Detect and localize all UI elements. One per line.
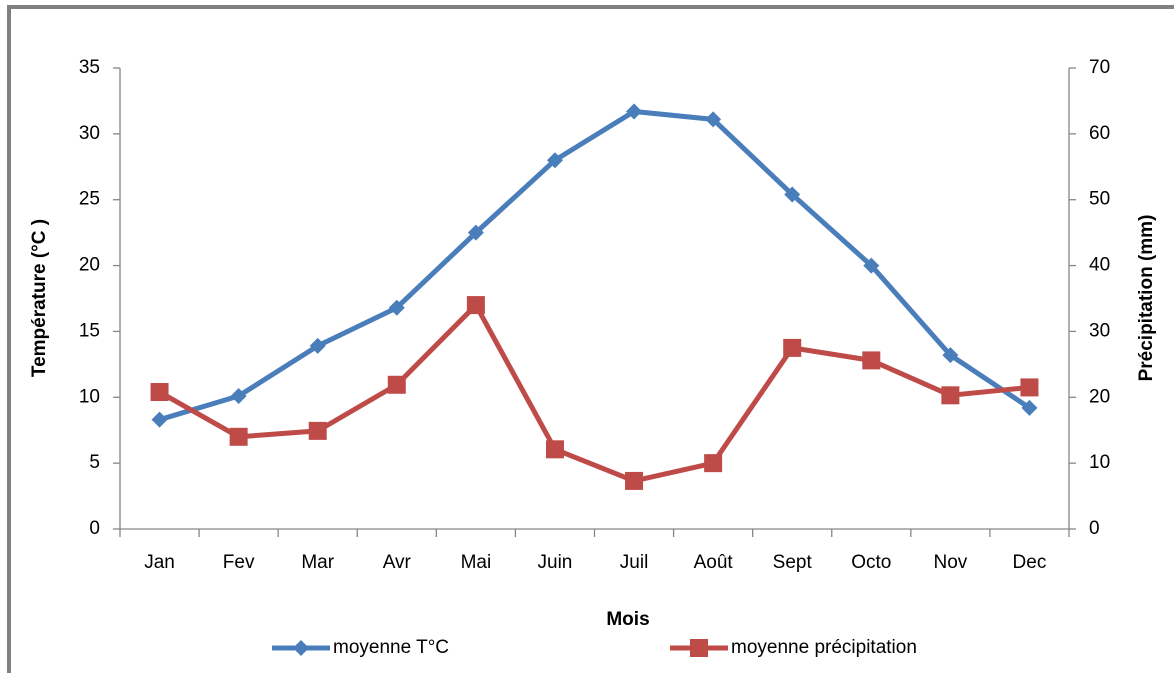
data-point xyxy=(546,152,563,169)
x-tick-label: Août xyxy=(694,552,734,573)
data-point xyxy=(387,375,406,394)
x-tick-label: Fev xyxy=(223,552,255,573)
x-tick-label: Juin xyxy=(538,552,573,573)
data-point xyxy=(705,111,722,128)
y2-tick-label: 50 xyxy=(1089,189,1110,210)
x-tick-label: Juil xyxy=(620,552,649,573)
y2-tick-label: 20 xyxy=(1089,386,1110,407)
data-point xyxy=(151,411,168,428)
data-point xyxy=(309,337,326,354)
x-tick-label: Mar xyxy=(301,552,334,573)
y-tick-label: 25 xyxy=(79,189,100,210)
x-tick-label: Jan xyxy=(144,552,175,573)
data-point xyxy=(625,471,644,490)
y-axis-title: Température (°C ) xyxy=(29,219,50,377)
data-point xyxy=(230,387,247,404)
legend-marker xyxy=(690,639,708,657)
data-point xyxy=(467,224,484,241)
x-axis-title: Mois xyxy=(606,609,649,630)
y2-tick-label: 0 xyxy=(1089,518,1100,539)
y-tick-label: 10 xyxy=(79,386,100,407)
legend-marker xyxy=(293,640,309,656)
data-point xyxy=(466,296,485,315)
data-point xyxy=(545,440,564,459)
y2-tick-label: 10 xyxy=(1089,452,1110,473)
y-tick-label: 15 xyxy=(79,320,100,341)
x-tick-label: Avr xyxy=(383,552,412,573)
data-point xyxy=(626,103,643,120)
data-point xyxy=(704,454,723,473)
data-point xyxy=(1020,378,1039,397)
frame xyxy=(7,5,1174,673)
y-tick-label: 5 xyxy=(89,452,100,473)
y2-tick-label: 40 xyxy=(1089,255,1110,276)
y2-tick-label: 70 xyxy=(1089,57,1110,78)
x-tick-label: Mai xyxy=(461,552,492,573)
legend-label: moyenne précipitation xyxy=(731,637,917,658)
y-tick-label: 30 xyxy=(79,123,100,144)
data-point xyxy=(941,386,960,405)
data-point xyxy=(942,347,959,364)
y2-tick-label: 60 xyxy=(1089,123,1110,144)
data-point xyxy=(783,338,802,357)
y-tick-label: 35 xyxy=(79,57,100,78)
y-tick-label: 0 xyxy=(89,518,100,539)
data-point xyxy=(388,299,405,316)
series-line xyxy=(158,302,1030,484)
y2-axis-title: Précipitation (mm) xyxy=(1136,215,1157,382)
x-tick-label: Nov xyxy=(933,552,967,573)
data-point xyxy=(1021,399,1038,416)
y2-tick-label: 30 xyxy=(1089,320,1110,341)
series-line xyxy=(158,108,1031,423)
data-point xyxy=(863,257,880,274)
x-tick-label: Octo xyxy=(851,552,891,573)
data-point xyxy=(308,421,327,440)
data-point xyxy=(150,383,169,402)
x-tick-label: Sept xyxy=(773,552,813,573)
data-point xyxy=(862,351,881,370)
data-point xyxy=(784,186,801,203)
legend-label: moyenne T°C xyxy=(333,637,449,658)
x-tick-label: Dec xyxy=(1013,552,1047,573)
data-point xyxy=(229,427,248,446)
y-tick-label: 20 xyxy=(79,255,100,276)
